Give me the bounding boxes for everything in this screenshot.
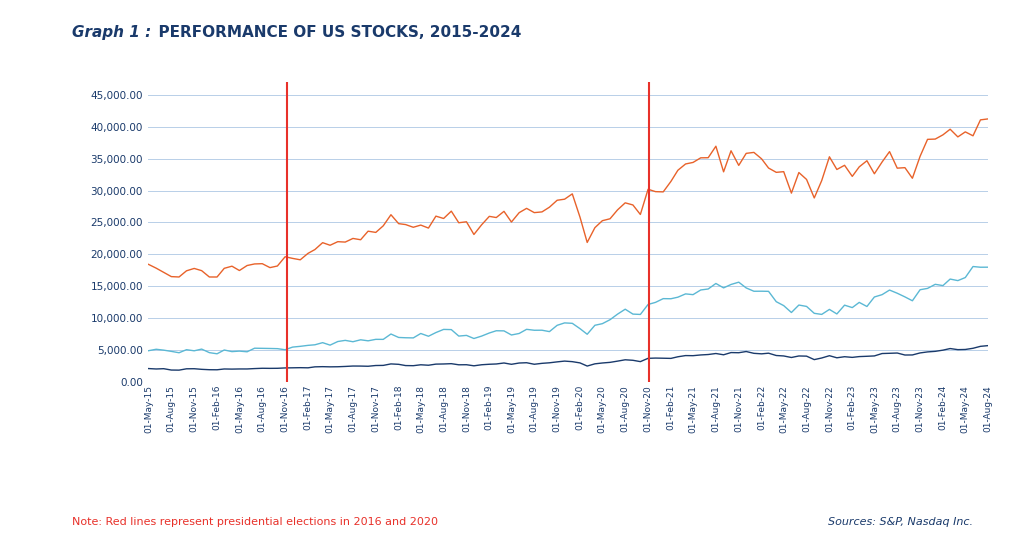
Legend: S&P 500, DJIA, NASDAQ: S&P 500, DJIA, NASDAQ: [423, 544, 714, 546]
Text: PERFORMANCE OF US STOCKS, 2015-2024: PERFORMANCE OF US STOCKS, 2015-2024: [148, 25, 522, 39]
Line: DJIA: DJIA: [148, 119, 988, 277]
Text: Note: Red lines represent presidential elections in 2016 and 2020: Note: Red lines represent presidential e…: [72, 517, 437, 527]
Text: Graph 1 :: Graph 1 :: [72, 25, 151, 39]
Line: NASDAQ: NASDAQ: [148, 266, 988, 354]
Line: S&P 500: S&P 500: [148, 346, 988, 370]
Text: Sources: S&P, Nasdaq Inc.: Sources: S&P, Nasdaq Inc.: [827, 517, 973, 527]
